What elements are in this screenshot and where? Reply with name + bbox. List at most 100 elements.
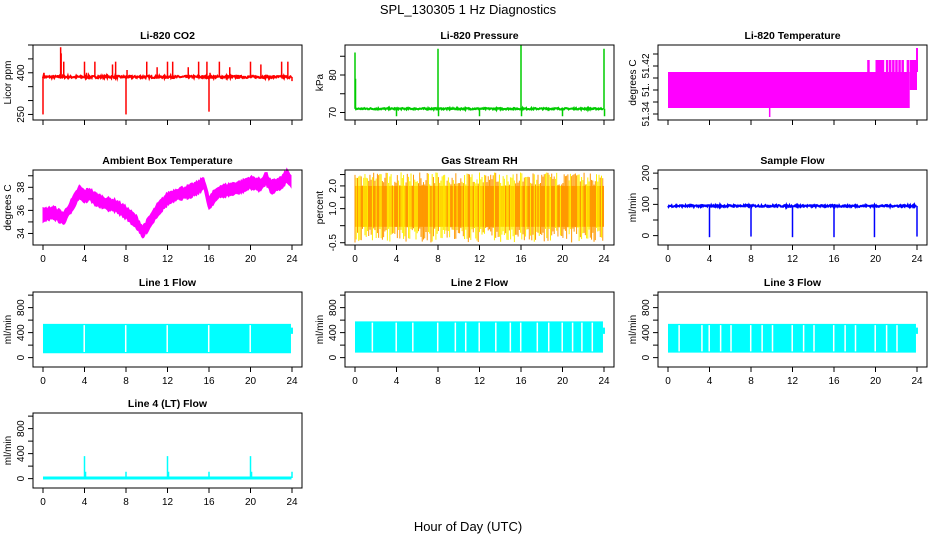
x-tick-label: 8 bbox=[435, 376, 441, 387]
step-mark bbox=[901, 60, 904, 72]
x-tick-label: 12 bbox=[787, 254, 799, 265]
panel-title: Line 1 Flow bbox=[139, 277, 197, 289]
step-mark bbox=[888, 60, 892, 72]
gap-mark bbox=[436, 322, 439, 352]
x-tick-label: 24 bbox=[286, 376, 298, 387]
x-tick-label: 8 bbox=[123, 497, 129, 508]
x-tick-label: 16 bbox=[828, 376, 840, 387]
series-band-end bbox=[909, 72, 917, 90]
y-axis-label: degrees C bbox=[3, 184, 14, 230]
end-mark bbox=[602, 327, 605, 334]
gap-mark bbox=[166, 325, 168, 352]
x-tick-label: 20 bbox=[245, 497, 257, 508]
y-tick-label: 400 bbox=[641, 324, 652, 341]
y-tick-label: 80 bbox=[328, 69, 339, 81]
step-mark bbox=[898, 60, 901, 72]
data-marks bbox=[668, 48, 918, 117]
x-tick-label: 8 bbox=[123, 254, 129, 265]
y-tick-label: 36 bbox=[16, 204, 27, 216]
end-mark bbox=[915, 327, 918, 334]
end-mark bbox=[290, 327, 293, 334]
data-marks bbox=[354, 45, 606, 117]
data-marks bbox=[668, 323, 918, 353]
x-tick-label: 16 bbox=[203, 497, 215, 508]
x-tick-label: 0 bbox=[352, 376, 358, 387]
gap-mark bbox=[561, 322, 563, 352]
gap-mark bbox=[124, 325, 127, 352]
gap-mark bbox=[771, 325, 774, 352]
x-tick-label: 4 bbox=[394, 254, 400, 265]
gap-mark bbox=[454, 322, 457, 352]
y-tick-label: 400 bbox=[16, 445, 27, 462]
step-mark bbox=[877, 60, 881, 72]
y-tick-label: 250 bbox=[16, 106, 27, 123]
y-tick-label: 100 bbox=[641, 196, 652, 213]
y-axis-label: ml/min bbox=[3, 315, 14, 344]
data-marks bbox=[43, 323, 293, 354]
gap-mark bbox=[478, 322, 480, 352]
x-tick-label: 8 bbox=[123, 376, 129, 387]
gap-mark bbox=[249, 325, 251, 352]
x-tick-label: 16 bbox=[828, 254, 840, 265]
gap-mark bbox=[844, 325, 846, 352]
x-tick-label: 0 bbox=[40, 254, 46, 265]
data-marks bbox=[42, 47, 293, 115]
x-tick-label: 4 bbox=[82, 254, 88, 265]
figure-title: SPL_130305 1 Hz Diagnostics bbox=[380, 2, 557, 17]
gap-mark bbox=[896, 325, 898, 352]
x-tick-label: 4 bbox=[707, 376, 713, 387]
y-tick-label: 1.0 bbox=[328, 201, 339, 215]
panel-title: Ambient Box Temperature bbox=[102, 155, 233, 167]
data-marks bbox=[355, 321, 605, 353]
x-tick-label: 4 bbox=[394, 376, 400, 387]
plot-frame bbox=[32, 44, 303, 121]
x-tick-label: 0 bbox=[665, 254, 671, 265]
y-tick-label: 800 bbox=[328, 299, 339, 316]
y-tick-label: 2.0 bbox=[328, 179, 339, 193]
gap-mark bbox=[581, 322, 583, 352]
y-tick-label: 0 bbox=[328, 354, 339, 360]
y-tick-label: 400 bbox=[328, 324, 339, 341]
panel-title: Li-820 CO2 bbox=[140, 30, 195, 42]
x-tick-label: 16 bbox=[515, 376, 527, 387]
panel-title: Line 2 Flow bbox=[451, 277, 509, 289]
x-tick-label: 8 bbox=[435, 254, 441, 265]
panel-title: Line 4 (LT) Flow bbox=[128, 398, 208, 410]
data-marks bbox=[43, 456, 293, 480]
x-tick-label: 20 bbox=[245, 254, 257, 265]
gap-mark bbox=[83, 325, 85, 352]
series-band bbox=[42, 167, 292, 239]
x-tick-label: 12 bbox=[787, 376, 799, 387]
step-mark bbox=[879, 60, 883, 72]
panel-title: Line 3 Flow bbox=[764, 277, 822, 289]
x-tick-label: 8 bbox=[748, 376, 754, 387]
step-mark bbox=[892, 60, 895, 72]
x-tick-label: 20 bbox=[245, 376, 257, 387]
step-mark bbox=[909, 60, 917, 72]
gap-mark bbox=[371, 322, 374, 352]
panel-title: Li-820 Pressure bbox=[440, 30, 518, 42]
x-tick-label: 0 bbox=[40, 497, 46, 508]
x-tick-label: 24 bbox=[286, 254, 298, 265]
y-tick-label: 51.34 bbox=[641, 101, 652, 126]
x-tick-label: 12 bbox=[162, 376, 174, 387]
y-tick-label: 0 bbox=[641, 232, 652, 238]
y-axis-label: ml/min bbox=[628, 193, 639, 222]
gap-mark bbox=[885, 325, 888, 352]
x-tick-label: 24 bbox=[598, 254, 610, 265]
x-tick-label: 16 bbox=[515, 254, 527, 265]
x-tick-label: 12 bbox=[162, 254, 174, 265]
y-axis-label: ml/min bbox=[3, 436, 14, 465]
x-tick-label: 16 bbox=[203, 254, 215, 265]
gap-mark bbox=[832, 325, 835, 352]
x-tick-label: 4 bbox=[82, 376, 88, 387]
x-tick-label: 24 bbox=[286, 497, 298, 508]
y-tick-label: 800 bbox=[16, 420, 27, 437]
y-tick-label: 51.42 bbox=[641, 53, 652, 78]
